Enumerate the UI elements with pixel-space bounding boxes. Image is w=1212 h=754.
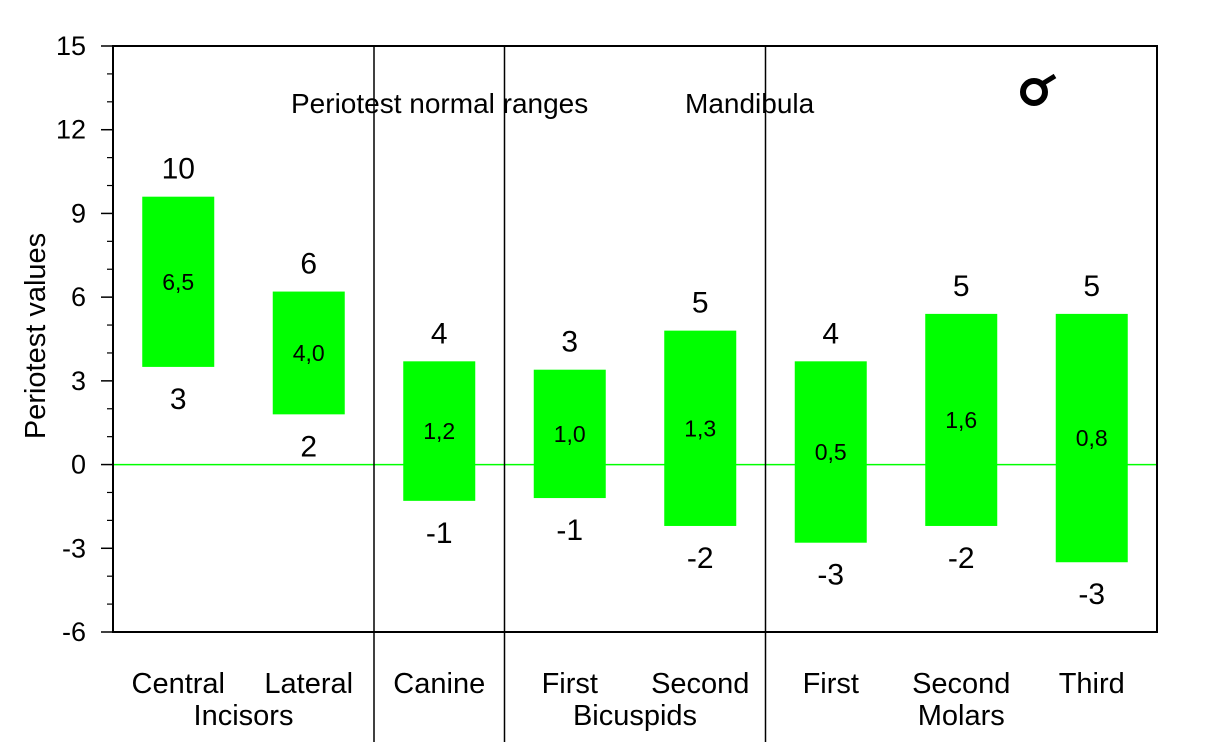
- y-tick-label: 15: [56, 31, 86, 61]
- range-mean-label: 1,2: [423, 418, 455, 444]
- range-bar: [533, 369, 606, 499]
- y-tick-label: -6: [62, 617, 86, 647]
- range-bar: [272, 291, 345, 415]
- y-axis: 15 12 9 6 3 0 -3 -6: [56, 31, 113, 647]
- category-label: First: [803, 668, 859, 700]
- y-tick-label: 3: [71, 366, 86, 396]
- range-bar: [794, 361, 867, 543]
- range-mean-label: 0,5: [815, 439, 847, 465]
- group-label: Bicuspids: [573, 700, 697, 732]
- range-min-label: 2: [300, 430, 317, 463]
- group-label: Molars: [918, 700, 1005, 732]
- range-min-label: -2: [948, 542, 975, 575]
- range-max-label: 5: [953, 270, 970, 303]
- y-tick-label: 0: [71, 450, 86, 480]
- range-bar: [925, 313, 998, 526]
- bar-labels-layer: 10 3 6,5 6 2 4,0 4 -1 1,2 3 -1 1,0 5 -2 1,3 4 -3 0,5 5 -2 1,…: [162, 153, 1108, 612]
- range-bar: [664, 330, 737, 526]
- range-mean-label: 0,8: [1076, 425, 1108, 451]
- range-max-label: 10: [162, 153, 195, 186]
- range-min-label: -1: [426, 517, 453, 550]
- category-label: Central: [132, 668, 226, 700]
- range-mean-label: 1,0: [554, 421, 586, 447]
- category-label: Third: [1059, 668, 1125, 700]
- range-min-label: 3: [170, 383, 187, 416]
- range-max-label: 6: [300, 248, 317, 281]
- range-max-label: 5: [1083, 270, 1100, 303]
- y-axis-label: Periotest values: [20, 233, 52, 439]
- category-label: Second: [912, 668, 1010, 700]
- range-min-label: -2: [687, 542, 714, 575]
- chart-title: Periotest normal ranges: [291, 88, 588, 119]
- range-max-label: 4: [822, 317, 839, 350]
- range-max-label: 3: [561, 326, 578, 359]
- range-min-label: -3: [817, 559, 844, 592]
- group-label: Incisors: [194, 700, 294, 732]
- male-symbol-icon: [1020, 73, 1057, 106]
- category-label: Second: [651, 668, 749, 700]
- chart-subtitle: Mandibula: [685, 88, 815, 119]
- x-axis-labels: Central Lateral Canine First Second First Seco…: [132, 668, 1125, 732]
- range-mean-label: 6,5: [162, 269, 194, 295]
- range-bar: [1055, 313, 1128, 563]
- category-label: Lateral: [264, 668, 353, 700]
- plot-frame: [112, 45, 1158, 633]
- range-max-label: 4: [431, 317, 448, 350]
- category-label: First: [542, 668, 598, 700]
- dividers-layer: [373, 46, 767, 742]
- range-bar: [142, 196, 215, 367]
- y-tick-label: -3: [62, 533, 86, 563]
- y-tick-label: 6: [71, 282, 86, 312]
- range-mean-label: 1,3: [684, 415, 716, 441]
- range-min-label: -1: [556, 514, 583, 547]
- bars-layer: [142, 196, 1128, 563]
- range-bar: [403, 361, 476, 501]
- range-max-label: 5: [692, 287, 709, 320]
- range-mean-label: 4,0: [293, 340, 325, 366]
- y-tick-label: 12: [56, 115, 86, 145]
- range-mean-label: 1,6: [945, 407, 977, 433]
- range-min-label: -3: [1078, 578, 1105, 611]
- category-label: Canine: [393, 668, 485, 700]
- y-tick-label: 9: [71, 198, 86, 228]
